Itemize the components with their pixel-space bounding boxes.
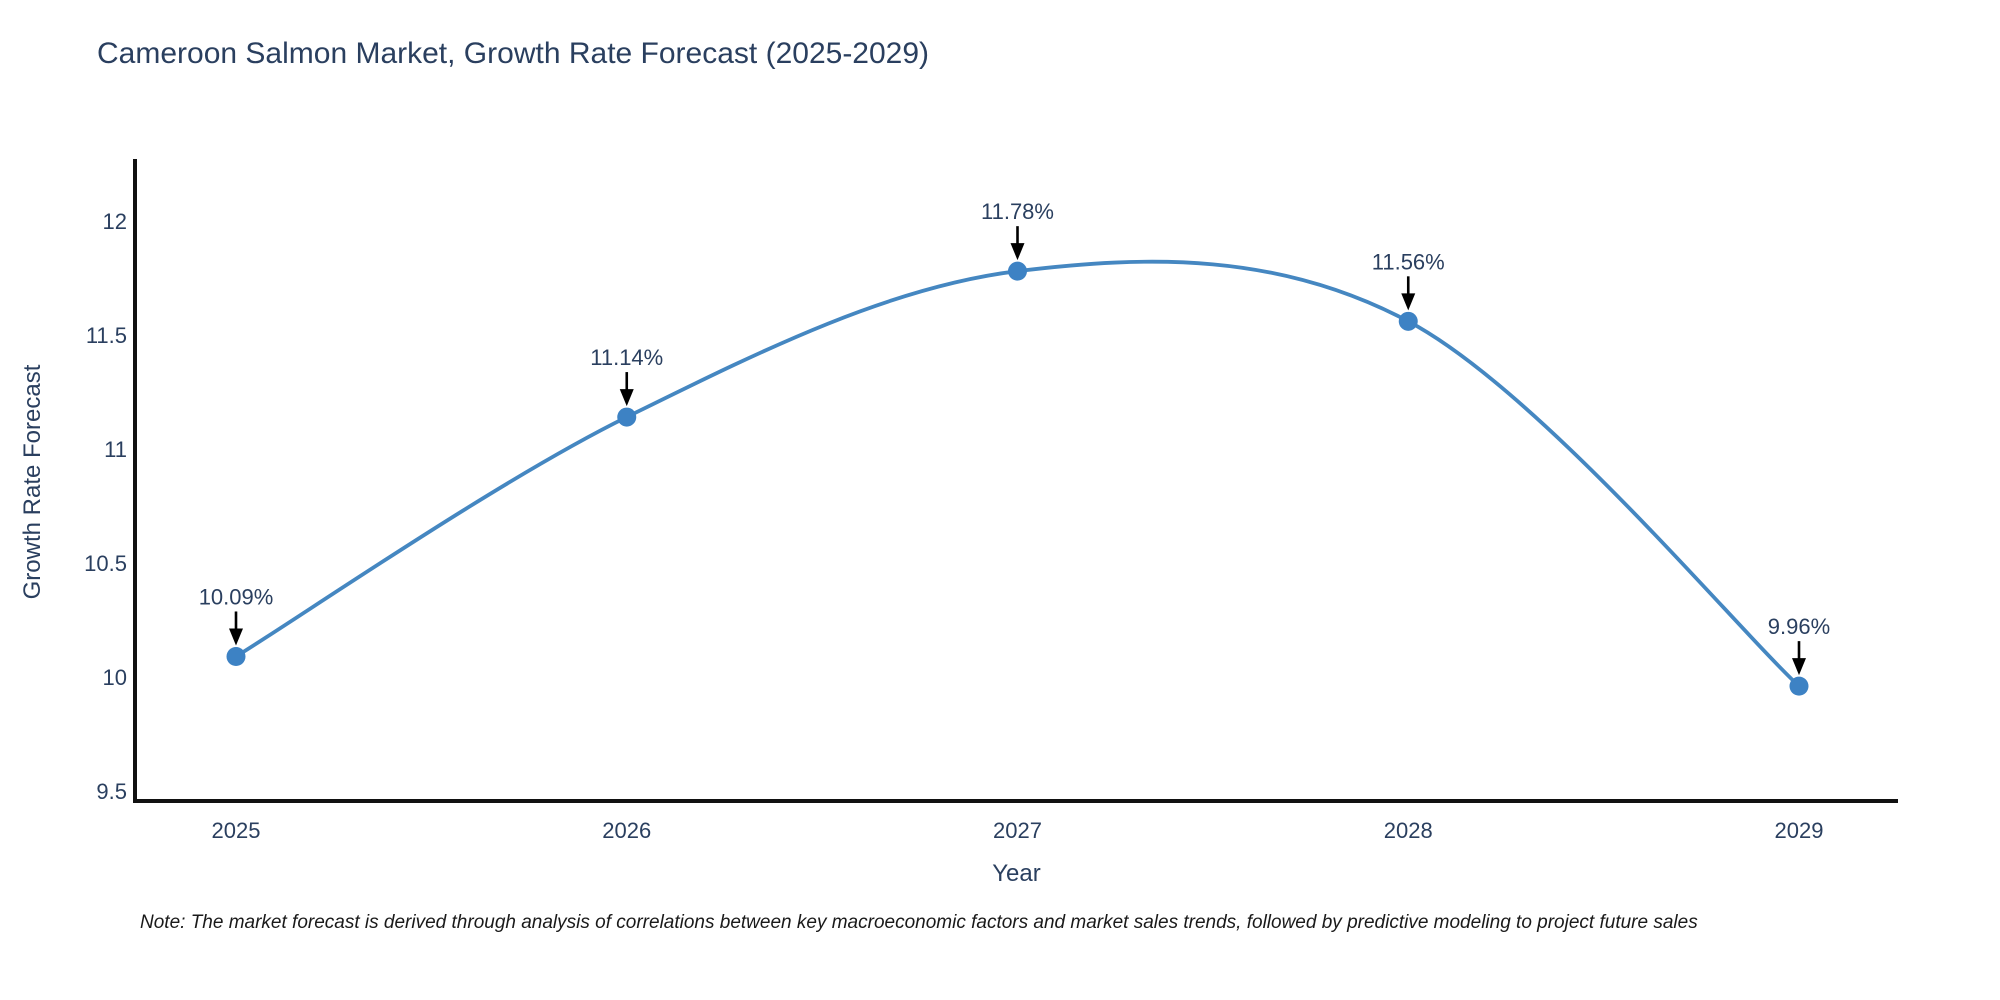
- data-point-marker: [1789, 676, 1809, 696]
- data-point-label: 11.14%: [590, 345, 663, 370]
- x-tick-label: 2028: [1384, 818, 1433, 843]
- y-tick-label: 11: [104, 437, 127, 462]
- data-point-marker: [226, 646, 246, 666]
- x-tick-label: 2027: [993, 818, 1042, 843]
- data-point-label: 10.09%: [199, 584, 274, 609]
- data-point-label: 11.78%: [981, 199, 1054, 224]
- annotation-arrow-head: [1401, 293, 1416, 311]
- annotation-arrow-head: [1792, 658, 1806, 676]
- y-axis-title: Growth Rate Forecast: [19, 364, 46, 600]
- footnote: Note: The market forecast is derived thr…: [140, 912, 1698, 933]
- x-axis-title: Year: [992, 860, 1041, 887]
- x-tick-label: 2026: [602, 818, 651, 843]
- x-tick-label: 2025: [212, 818, 261, 843]
- data-point-label: 11.56%: [1372, 249, 1445, 274]
- data-point-label: 9.96%: [1768, 614, 1830, 639]
- data-point-marker: [1008, 261, 1027, 281]
- x-tick-label: 2029: [1775, 818, 1824, 843]
- y-tick-label: 10: [103, 665, 127, 690]
- annotation-arrow-head: [619, 389, 634, 407]
- y-tick-label: 10.5: [84, 551, 127, 576]
- annotation-arrow-head: [229, 628, 243, 646]
- data-point-marker: [617, 407, 637, 427]
- data-point-marker: [1398, 311, 1418, 331]
- annotation-arrow-head: [1010, 243, 1025, 261]
- forecast-line: [234, 259, 1801, 689]
- y-tick-label: 11.5: [86, 323, 127, 348]
- y-tick-label: 12: [103, 209, 127, 234]
- chart-title: Cameroon Salmon Market, Growth Rate Fore…: [97, 37, 930, 70]
- y-tick-label: 9.5: [96, 779, 127, 804]
